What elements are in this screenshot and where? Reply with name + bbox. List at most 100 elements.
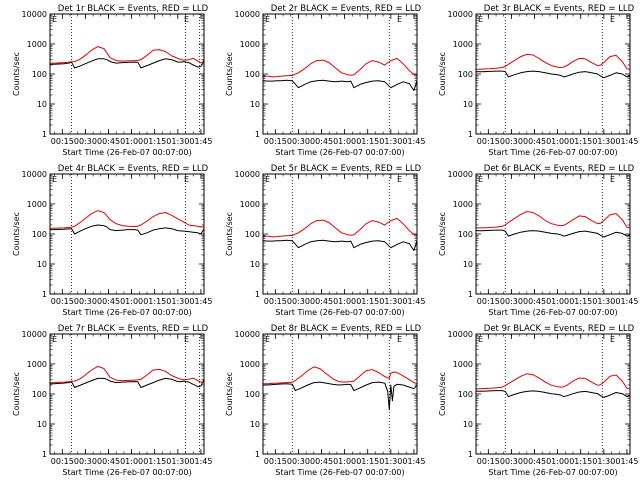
series-line-events [50,58,205,69]
y-tick-label: 100 [245,70,260,79]
corner-marker-right: E [184,175,189,184]
y-axis-label: Counts/sec [225,212,234,256]
x-tick-label: 01:45 [402,137,425,146]
x-tick-label: 01:00 [546,297,569,306]
plot-frame [475,13,631,135]
x-tick-label: 01:15 [569,457,592,466]
y-tick-label: 100 [245,390,260,399]
chart-title: Det 7r BLACK = Events, RED = LLD [58,324,209,334]
x-tick-label: 00:45 [310,457,333,466]
y-tick-label: 1 [42,450,47,459]
y-axis-label: Counts/sec [225,372,234,416]
y-tick-label: 1 [255,450,260,459]
x-tick-label: 01:00 [120,457,143,466]
chart-title: Det 5r BLACK = Events, RED = LLD [271,164,422,174]
x-axis-label: Start Time (26-Feb-07 00:07:00) [488,468,617,477]
y-axis-label: Counts/sec [12,372,21,416]
chart-title: Det 2r BLACK = Events, RED = LLD [271,4,422,14]
series-line-lld [263,57,418,78]
plot-frame [262,13,418,135]
plot-frame [475,173,631,295]
corner-marker-left: E [478,15,483,24]
y-tick-label: 100 [32,70,47,79]
x-axis-label: Start Time (26-Feb-07 00:07:00) [488,308,617,317]
y-tick-label: 100 [458,230,473,239]
chart-title: Det 9r BLACK = Events, RED = LLD [484,324,635,334]
corner-marker-left: E [265,15,270,24]
y-tick-label: 1000 [27,360,47,369]
y-tick-label: 10 [37,420,47,429]
y-tick-label: 1000 [27,200,47,209]
y-tick-label: 1000 [27,40,47,49]
x-tick-label: 00:30 [500,457,523,466]
y-axis-label: Counts/sec [438,212,447,256]
x-tick-label: 01:30 [592,297,615,306]
y-tick-label: 1 [468,450,473,459]
plot-frame [49,173,205,295]
y-tick-label: 1 [255,290,260,299]
y-tick-label: 1000 [240,40,260,49]
y-tick-label: 1 [468,290,473,299]
y-tick-label: 10 [463,420,473,429]
x-tick-label: 00:30 [287,297,310,306]
y-tick-label: 1000 [240,200,260,209]
y-tick-label: 1000 [453,200,473,209]
series-line-lld [263,366,418,385]
x-axis-label: Start Time (26-Feb-07 00:07:00) [62,468,191,477]
corner-marker-right: E [184,15,189,24]
series-line-events [262,239,418,252]
y-tick-label: 10000 [235,10,260,19]
y-tick-label: 10 [250,260,260,269]
x-tick-label: 00:15 [51,297,74,306]
corner-marker-right: E [184,335,189,344]
y-tick-label: 10000 [22,170,47,179]
y-tick-label: 10 [463,100,473,109]
y-tick-label: 100 [32,390,47,399]
series-line-lld [50,46,205,64]
y-tick-label: 10000 [448,170,473,179]
x-tick-label: 01:30 [379,297,402,306]
x-tick-label: 01:30 [592,137,615,146]
corner-marker-left: E [478,335,483,344]
x-tick-label: 00:45 [97,457,120,466]
x-tick-label: 00:30 [74,457,97,466]
x-axis-label: Start Time (26-Feb-07 00:07:00) [275,148,404,157]
y-tick-label: 100 [32,230,47,239]
x-tick-label: 01:30 [379,457,402,466]
x-tick-label: 01:30 [592,457,615,466]
y-axis-label: Counts/sec [438,52,447,96]
x-tick-label: 01:15 [356,457,379,466]
series-line-lld [50,210,205,229]
x-tick-label: 00:45 [310,137,333,146]
x-tick-label: 00:15 [264,137,287,146]
x-tick-label: 00:45 [310,297,333,306]
x-tick-label: 01:15 [356,297,379,306]
x-tick-label: 01:45 [189,457,212,466]
y-tick-label: 100 [245,230,260,239]
plot-frame [49,333,205,455]
x-tick-label: 01:30 [166,457,189,466]
y-tick-label: 1 [42,130,47,139]
y-tick-label: 1000 [453,360,473,369]
y-tick-label: 10 [250,420,260,429]
series-line-events [475,70,631,79]
corner-marker-right: E [397,335,402,344]
chart-title: Det 4r BLACK = Events, RED = LLD [58,164,209,174]
x-tick-label: 01:00 [546,137,569,146]
x-tick-label: 00:15 [51,457,74,466]
x-tick-label: 01:45 [615,137,638,146]
y-tick-label: 100 [458,390,473,399]
x-axis-label: Start Time (26-Feb-07 00:07:00) [275,308,404,317]
plot-frame [262,173,418,295]
x-tick-label: 01:15 [143,297,166,306]
x-tick-label: 00:15 [477,457,500,466]
corner-marker-right: E [610,15,615,24]
